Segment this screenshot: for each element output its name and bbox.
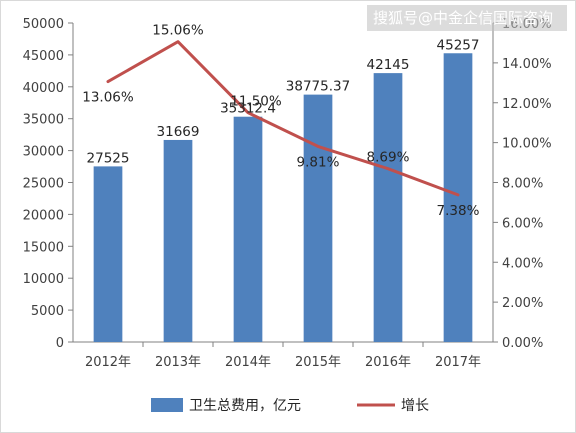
watermark-text: 搜狐号@中金企信国际咨询: [373, 9, 553, 27]
growth-value-label: 7.38%: [437, 203, 480, 219]
x-tick-label: 2012年: [85, 355, 131, 370]
growth-value-label: 8.69%: [367, 150, 410, 166]
bars: [93, 53, 473, 343]
growth-line: [106, 40, 460, 197]
bar: [443, 53, 473, 342]
left-tick-label: 40000: [23, 81, 64, 96]
legend-bar-label: 卫生总费用，亿元: [189, 398, 301, 414]
growth-value-label: 15.06%: [152, 23, 204, 39]
left-tick-label: 15000: [23, 240, 64, 255]
legend-line-label: 增长: [401, 398, 429, 414]
x-tick-label: 2015年: [295, 355, 341, 370]
bar-value-label: 38775.37: [286, 79, 350, 95]
axes: 0 5000 10000 15000 20000 25000 30000 35000 40000…: [23, 17, 552, 370]
bar: [163, 139, 193, 342]
bar-value-label: 35312.4: [220, 101, 276, 117]
right-tick-label: 8.00%: [502, 177, 543, 192]
watermark-backdrop: [367, 5, 567, 31]
right-tick-label: 12.00%: [502, 97, 552, 112]
bar: [373, 73, 403, 342]
right-tick-label: 14.00%: [502, 57, 552, 72]
right-tick-label: 0.00%: [502, 336, 543, 351]
left-tick-label: 35000: [23, 113, 64, 128]
bar: [93, 166, 123, 342]
data-labels: 27525 31669 35312.4 38775.37 42145 45257 13.06…: [82, 23, 479, 219]
watermark: 搜狐号@中金企信国际咨询: [367, 5, 567, 31]
bar: [303, 94, 333, 343]
x-tick-label: 2013年: [155, 355, 201, 370]
growth-line-path: [106, 40, 460, 197]
bar-value-label: 31669: [157, 124, 200, 140]
bar-value-label: 42145: [367, 57, 410, 73]
growth-value-label: 9.81%: [297, 154, 340, 170]
legend-bar-swatch: [151, 398, 183, 412]
left-tick-label: 0: [56, 336, 64, 351]
right-tick-label: 2.00%: [502, 296, 543, 311]
x-tick-label: 2016年: [365, 355, 411, 370]
legend: 卫生总费用，亿元 增长: [151, 398, 429, 414]
left-tick-label: 5000: [31, 304, 64, 319]
right-tick-label: 10.00%: [502, 137, 552, 152]
bar: [233, 116, 263, 343]
left-tick-label: 30000: [23, 145, 64, 160]
left-tick-label: 50000: [23, 17, 64, 32]
x-tick-label: 2017年: [435, 355, 481, 370]
right-tick-label: 6.00%: [502, 216, 543, 231]
bar-value-label: 27525: [87, 150, 130, 166]
x-tick-label: 2014年: [225, 355, 271, 370]
left-tick-label: 25000: [23, 177, 64, 192]
growth-value-label: 13.06%: [82, 90, 134, 106]
growth-value-label: 11.50%: [230, 94, 282, 110]
left-tick-label: 10000: [23, 272, 64, 287]
right-tick-label: 4.00%: [502, 256, 543, 271]
left-tick-label: 20000: [23, 208, 64, 223]
bar-value-label: 45257: [437, 37, 480, 53]
left-tick-label: 45000: [23, 49, 64, 64]
